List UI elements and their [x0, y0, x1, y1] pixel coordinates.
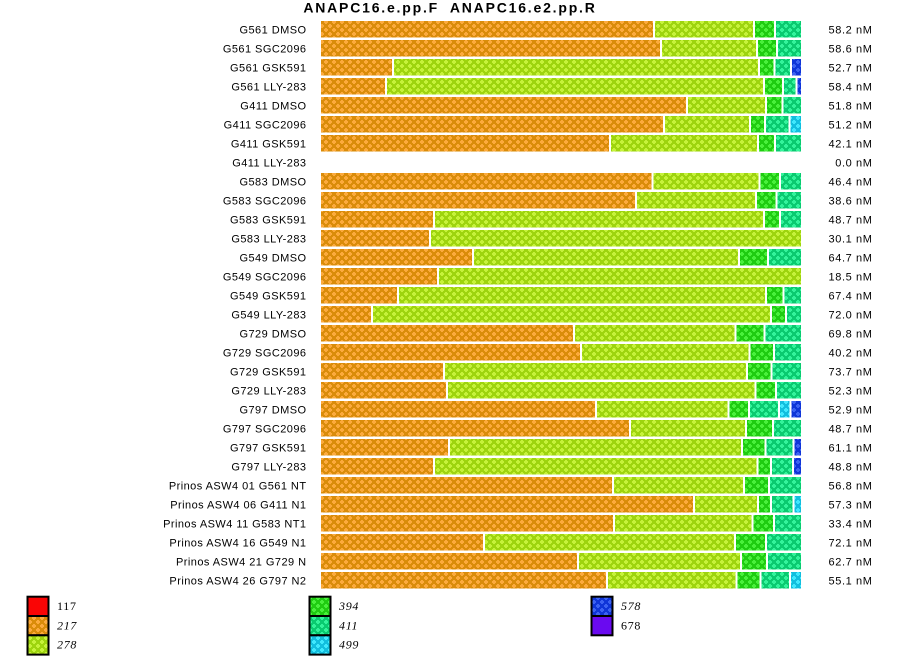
- svg-text:61.1 nM: 61.1 nM: [829, 442, 873, 454]
- svg-text:G797 DMSO: G797 DMSO: [239, 404, 306, 416]
- svg-text:58.2 nM: 58.2 nM: [829, 24, 873, 36]
- svg-text:G561 GSK591: G561 GSK591: [230, 62, 307, 74]
- svg-text:67.4 nM: 67.4 nM: [829, 290, 873, 302]
- svg-text:62.7 nM: 62.7 nM: [829, 556, 873, 568]
- svg-text:48.7 nM: 48.7 nM: [829, 214, 873, 226]
- svg-text:G411 LLY-283: G411 LLY-283: [232, 157, 306, 169]
- svg-text:Prinos ASW4 11 G583 NT1: Prinos ASW4 11 G583 NT1: [163, 518, 306, 530]
- svg-text:G583 LLY-283: G583 LLY-283: [231, 233, 306, 245]
- svg-text:56.8 nM: 56.8 nM: [829, 480, 873, 492]
- svg-text:117: 117: [57, 599, 77, 613]
- svg-text:G561 DMSO: G561 DMSO: [239, 24, 306, 36]
- svg-text:394: 394: [338, 599, 359, 613]
- svg-text:G729 DMSO: G729 DMSO: [239, 328, 306, 340]
- svg-text:578: 578: [621, 599, 641, 613]
- svg-text:G549 SGC2096: G549 SGC2096: [223, 271, 307, 283]
- svg-text:18.5 nM: 18.5 nM: [829, 271, 873, 283]
- svg-text:G797 GSK591: G797 GSK591: [230, 442, 307, 454]
- svg-text:Prinos ASW4 01 G561 NT: Prinos ASW4 01 G561 NT: [169, 480, 307, 492]
- svg-text:G797 SGC2096: G797 SGC2096: [223, 423, 307, 435]
- svg-text:42.1 nM: 42.1 nM: [829, 138, 873, 150]
- svg-text:G549 DMSO: G549 DMSO: [239, 252, 306, 264]
- svg-text:57.3 nM: 57.3 nM: [829, 499, 873, 511]
- svg-text:46.4 nM: 46.4 nM: [829, 176, 873, 188]
- svg-text:58.4 nM: 58.4 nM: [829, 81, 873, 93]
- svg-text:411: 411: [339, 618, 358, 632]
- svg-text:33.4 nM: 33.4 nM: [829, 518, 873, 530]
- svg-text:40.2 nM: 40.2 nM: [829, 347, 873, 359]
- svg-text:G729 LLY-283: G729 LLY-283: [231, 385, 306, 397]
- svg-text:38.6 nM: 38.6 nM: [829, 195, 873, 207]
- svg-text:69.8 nM: 69.8 nM: [829, 328, 873, 340]
- svg-text:G729 SGC2096: G729 SGC2096: [223, 347, 307, 359]
- svg-text:52.7 nM: 52.7 nM: [829, 62, 873, 74]
- svg-text:G561 SGC2096: G561 SGC2096: [223, 43, 307, 55]
- svg-text:G797 LLY-283: G797 LLY-283: [231, 461, 306, 473]
- svg-text:72.0 nM: 72.0 nM: [829, 309, 873, 321]
- svg-text:G583 GSK591: G583 GSK591: [230, 214, 307, 226]
- svg-text:48.7 nM: 48.7 nM: [829, 423, 873, 435]
- svg-text:48.8 nM: 48.8 nM: [829, 461, 873, 473]
- svg-text:G583 DMSO: G583 DMSO: [239, 176, 306, 188]
- svg-text:0.0 nM: 0.0 nM: [835, 157, 872, 169]
- svg-text:G549 GSK591: G549 GSK591: [230, 290, 307, 302]
- svg-text:52.9 nM: 52.9 nM: [829, 404, 873, 416]
- svg-text:G411 SGC2096: G411 SGC2096: [224, 119, 307, 131]
- svg-text:52.3 nM: 52.3 nM: [829, 385, 873, 397]
- svg-text:278: 278: [57, 638, 77, 652]
- svg-text:ANAPC16.e.pp.F ANAPC16.e2.pp.: ANAPC16.e.pp.F ANAPC16.e2.pp.R: [303, 0, 596, 16]
- svg-text:Prinos ASW4 16 G549 N1: Prinos ASW4 16 G549 N1: [169, 537, 306, 549]
- svg-text:G561 LLY-283: G561 LLY-283: [231, 81, 306, 93]
- svg-text:499: 499: [339, 638, 359, 652]
- svg-text:G411 DMSO: G411 DMSO: [240, 100, 306, 112]
- svg-text:G411 GSK591: G411 GSK591: [231, 138, 307, 150]
- svg-text:58.6 nM: 58.6 nM: [829, 43, 873, 55]
- svg-text:Prinos ASW4 26 G797 N2: Prinos ASW4 26 G797 N2: [169, 575, 306, 587]
- svg-text:678: 678: [621, 618, 641, 632]
- svg-text:51.8 nM: 51.8 nM: [829, 100, 873, 112]
- svg-text:64.7 nM: 64.7 nM: [829, 252, 873, 264]
- svg-text:72.1 nM: 72.1 nM: [829, 537, 873, 549]
- svg-text:Prinos ASW4 06 G411 N1: Prinos ASW4 06 G411 N1: [170, 499, 306, 511]
- svg-text:55.1 nM: 55.1 nM: [829, 575, 873, 587]
- svg-text:Prinos ASW4 21 G729 N: Prinos ASW4 21 G729 N: [176, 556, 307, 568]
- svg-text:G729 GSK591: G729 GSK591: [230, 366, 307, 378]
- svg-text:217: 217: [57, 618, 77, 632]
- svg-text:73.7 nM: 73.7 nM: [829, 366, 873, 378]
- svg-text:30.1 nM: 30.1 nM: [829, 233, 873, 245]
- svg-text:G583 SGC2096: G583 SGC2096: [223, 195, 307, 207]
- svg-text:51.2 nM: 51.2 nM: [829, 119, 873, 131]
- svg-text:G549 LLY-283: G549 LLY-283: [231, 309, 306, 321]
